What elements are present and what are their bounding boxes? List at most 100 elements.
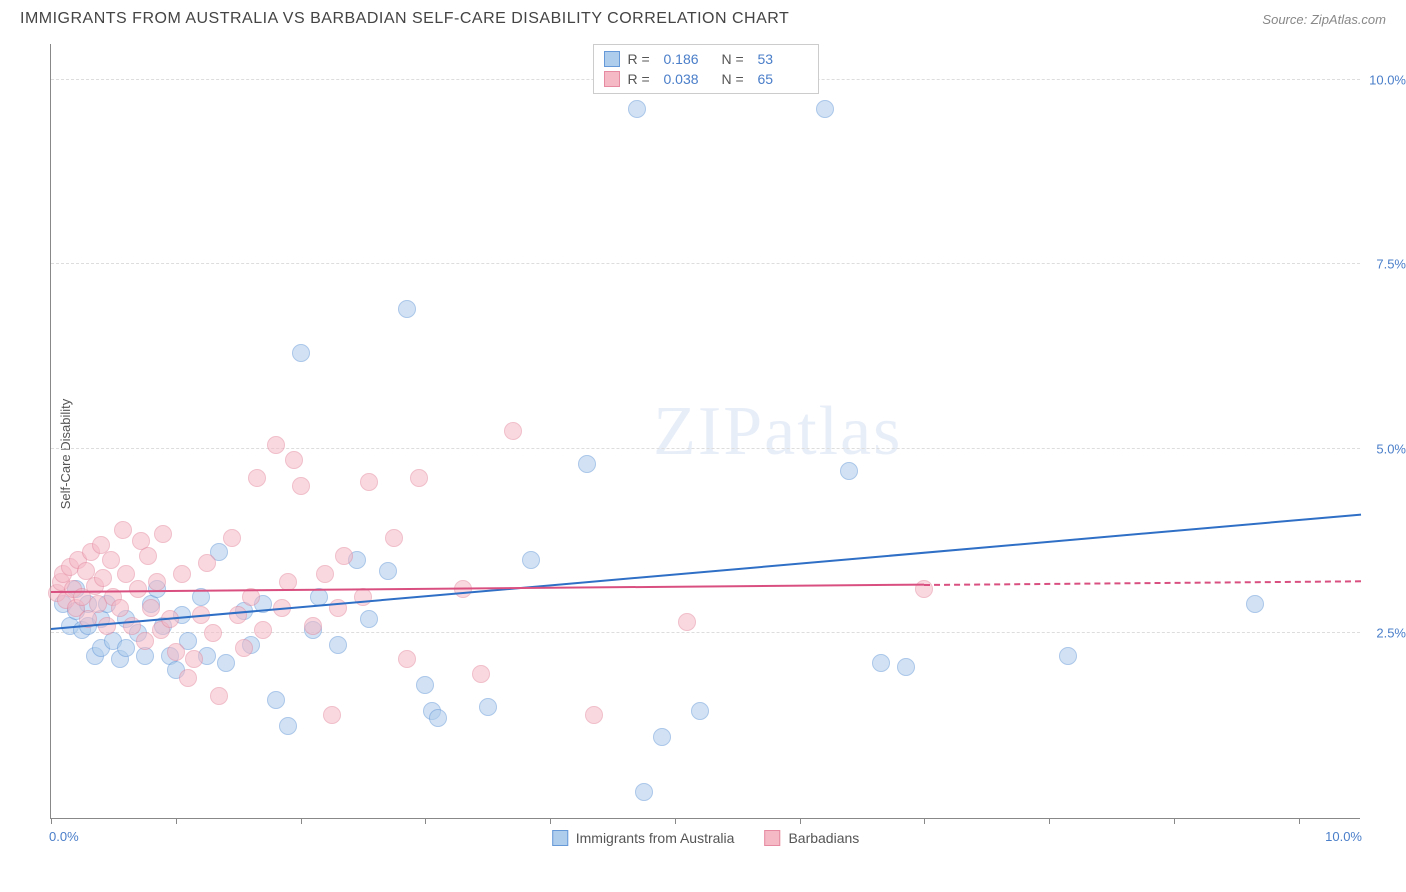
legend-series-item: Barbadians	[764, 830, 859, 846]
x-tick	[1049, 818, 1050, 824]
scatter-point	[204, 624, 222, 642]
scatter-point	[628, 100, 646, 118]
source-attribution: Source: ZipAtlas.com	[1262, 12, 1386, 27]
legend-n-value: 65	[758, 71, 808, 87]
scatter-point	[1059, 647, 1077, 665]
scatter-point	[223, 529, 241, 547]
scatter-point	[840, 462, 858, 480]
scatter-point	[429, 709, 447, 727]
legend-r-value: 0.186	[664, 51, 714, 67]
scatter-point	[416, 676, 434, 694]
legend-swatch	[764, 830, 780, 846]
legend-stats: R =0.186N =53R =0.038N =65	[593, 44, 819, 94]
y-tick-label: 2.5%	[1376, 626, 1406, 641]
scatter-point	[323, 706, 341, 724]
gridline-h	[51, 263, 1360, 264]
scatter-point	[167, 643, 185, 661]
legend-n-label: N =	[722, 51, 750, 67]
gridline-h	[51, 632, 1360, 633]
legend-r-value: 0.038	[664, 71, 714, 87]
legend-stats-row: R = 0.186 N = 53	[604, 49, 808, 69]
scatter-point	[136, 632, 154, 650]
legend-r-label: R =	[628, 51, 656, 67]
legend-r-label: R =	[628, 71, 656, 87]
scatter-point	[691, 702, 709, 720]
scatter-point	[279, 717, 297, 735]
scatter-point	[229, 606, 247, 624]
scatter-point	[522, 551, 540, 569]
scatter-point	[267, 691, 285, 709]
scatter-point	[479, 698, 497, 716]
chart-header: IMMIGRANTS FROM AUSTRALIA VS BARBADIAN S…	[0, 0, 1406, 34]
scatter-point	[872, 654, 890, 672]
x-tick	[675, 818, 676, 824]
x-tick	[924, 818, 925, 824]
scatter-point	[98, 617, 116, 635]
source-name: ZipAtlas.com	[1311, 12, 1386, 27]
x-tick	[51, 818, 52, 824]
scatter-point	[678, 613, 696, 631]
x-tick	[800, 818, 801, 824]
scatter-point	[578, 455, 596, 473]
scatter-point	[385, 529, 403, 547]
scatter-point	[316, 565, 334, 583]
scatter-point	[248, 469, 266, 487]
scatter-point	[148, 573, 166, 591]
x-tick	[176, 818, 177, 824]
scatter-point	[360, 473, 378, 491]
y-tick-label: 7.5%	[1376, 257, 1406, 272]
scatter-point	[267, 436, 285, 454]
legend-swatch	[604, 71, 620, 87]
scatter-point	[585, 706, 603, 724]
scatter-point	[179, 669, 197, 687]
x-label-max: 10.0%	[1325, 829, 1362, 844]
legend-stats-row: R =0.038N =65	[604, 69, 808, 89]
scatter-point	[94, 569, 112, 587]
scatter-point	[410, 469, 428, 487]
scatter-point	[472, 665, 490, 683]
legend-series-label: Barbadians	[788, 830, 859, 846]
scatter-point	[379, 562, 397, 580]
legend-series-label: Immigrants from Australia	[576, 830, 735, 846]
legend-swatch	[552, 830, 568, 846]
scatter-point	[1246, 595, 1264, 613]
scatter-point	[111, 599, 129, 617]
trendline-extrapolated	[924, 580, 1361, 586]
scatter-point	[117, 565, 135, 583]
scatter-point	[335, 547, 353, 565]
plot-area: ZIPatlas 2.5%5.0%7.5%10.0%0.0%10.0%R =0.…	[50, 44, 1360, 819]
trendline	[51, 513, 1361, 629]
x-label-min: 0.0%	[49, 829, 79, 844]
watermark-text: ZIPatlas	[653, 392, 902, 472]
scatter-point	[217, 654, 235, 672]
scatter-point	[360, 610, 378, 628]
legend-swatch	[604, 51, 620, 67]
gridline-h	[51, 448, 1360, 449]
scatter-point	[398, 650, 416, 668]
y-tick-label: 10.0%	[1369, 72, 1406, 87]
scatter-point	[142, 599, 160, 617]
scatter-point	[254, 621, 272, 639]
scatter-point	[816, 100, 834, 118]
legend-series: Immigrants from Australia Barbadians	[552, 830, 860, 846]
x-tick	[301, 818, 302, 824]
scatter-point	[185, 650, 203, 668]
y-tick-label: 5.0%	[1376, 441, 1406, 456]
chart-title: IMMIGRANTS FROM AUSTRALIA VS BARBADIAN S…	[20, 10, 789, 28]
scatter-point	[285, 451, 303, 469]
scatter-point	[653, 728, 671, 746]
scatter-point	[173, 565, 191, 583]
scatter-point	[139, 547, 157, 565]
scatter-point	[897, 658, 915, 676]
scatter-point	[329, 636, 347, 654]
scatter-point	[198, 554, 216, 572]
scatter-point	[102, 551, 120, 569]
scatter-point	[235, 639, 253, 657]
scatter-point	[292, 344, 310, 362]
legend-n-value: 53	[758, 51, 808, 67]
x-tick	[425, 818, 426, 824]
scatter-point	[117, 639, 135, 657]
scatter-point	[504, 422, 522, 440]
source-label: Source:	[1262, 12, 1307, 27]
scatter-point	[635, 783, 653, 801]
